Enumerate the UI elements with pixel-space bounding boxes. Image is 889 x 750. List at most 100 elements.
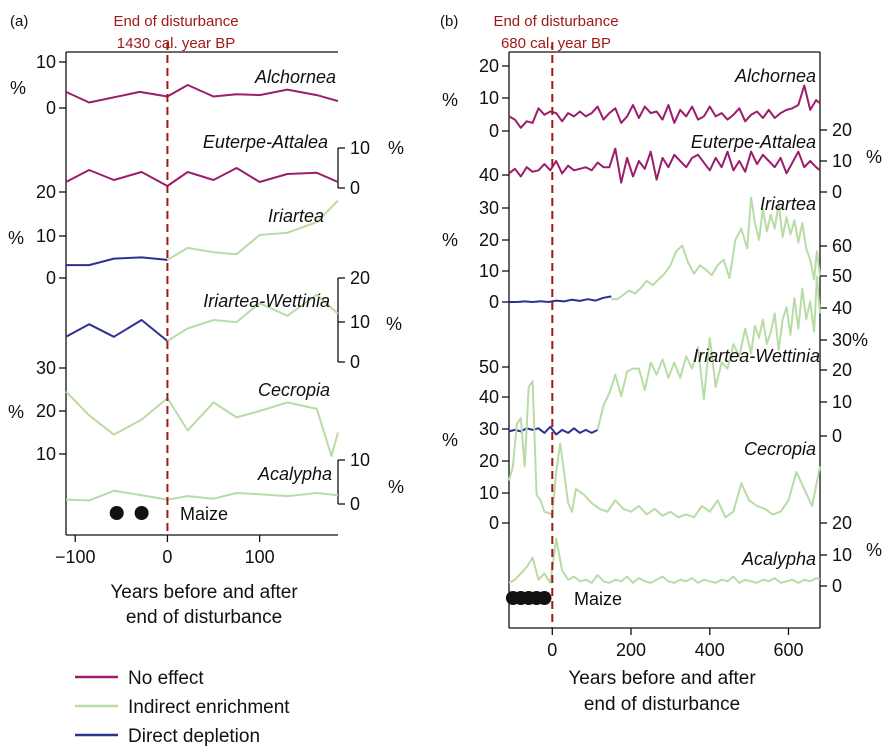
y-tick-label: 10 [479, 483, 499, 503]
y-tick-label: 30 [479, 198, 499, 218]
series-iriartea: 20 10 0% Iriartea [8, 182, 339, 288]
disturbance-date: 1430 cal. year BP [117, 35, 235, 52]
series-line-indirect-enrichment [508, 380, 821, 519]
y-tick-label: 40 [479, 387, 499, 407]
y-tick-label: 50 [479, 357, 499, 377]
y-tick-label: 10 [479, 88, 499, 108]
y-tick-label: 30 [36, 358, 56, 378]
y-tick-label: 10 [832, 545, 852, 565]
y-tick-label: 50 [832, 266, 852, 286]
y-tick-label: 30% [832, 330, 868, 350]
y-unit-label: % [8, 402, 24, 422]
y-tick-label: 10 [479, 261, 499, 281]
series-line-indirect-enrichment [65, 489, 339, 502]
y-tick-label: 10 [350, 312, 370, 332]
y-tick-label: 20 [832, 360, 852, 380]
x-tick-label: 0 [547, 640, 557, 660]
x-axis-title: end of disturbance [584, 694, 740, 715]
series-acalypha: 20 10 0% Acalypha [508, 513, 882, 596]
taxon-label: Acalypha [741, 549, 816, 569]
legend-label: No effect [128, 668, 204, 689]
y-tick-label: 0 [489, 121, 499, 141]
y-tick-label: 60 [832, 236, 852, 256]
series-line-direct-depletion [66, 256, 168, 267]
legend: No effect Indirect enrichment Direct deple… [75, 668, 290, 747]
series-euterpe-attalea: 20 10 0% Euterpe-Attalea [508, 120, 882, 202]
maize-dot [134, 506, 149, 520]
maize-dot [109, 506, 124, 520]
y-unit-label: % [386, 314, 402, 334]
series-line-no-effect [65, 167, 339, 187]
y-tick-label: 0 [46, 268, 56, 288]
series-cecropia: 50 40 30 20 10 0% Cecropia [442, 357, 821, 533]
disturbance-title: End of disturbance [493, 13, 618, 30]
x-tick-label: 400 [695, 640, 725, 660]
y-tick-label: 20 [479, 451, 499, 471]
y-tick-label: 0 [832, 426, 842, 446]
y-unit-label: % [388, 477, 404, 497]
panel-label: (a) [10, 13, 28, 30]
taxon-label: Acalypha [257, 464, 332, 484]
y-tick-label: 10 [36, 226, 56, 246]
x-axis-title: end of disturbance [126, 607, 282, 628]
y-tick-label: 0 [350, 352, 360, 372]
series-line-no-effect [65, 84, 339, 104]
y-tick-label: 40 [832, 298, 852, 318]
y-tick-label: 0 [350, 494, 360, 514]
series-line-indirect-enrichment [508, 537, 821, 584]
x-tick-label: 600 [773, 640, 803, 660]
series-line-direct-depletion [65, 319, 169, 342]
series-line-direct-depletion [508, 425, 599, 436]
series-alchornea: 10 0% Alchornea [10, 52, 339, 118]
series-line-direct-depletion [509, 295, 612, 303]
taxon-label: Alchornea [254, 67, 336, 87]
taxon-label: Iriartea-Wettinia [693, 346, 820, 366]
y-unit-label: % [866, 147, 882, 167]
series-line-indirect-enrichment [166, 199, 339, 261]
x-axis-title: Years before and after [110, 582, 298, 603]
y-tick-label: 20 [832, 513, 852, 533]
y-tick-label: 0 [832, 576, 842, 596]
y-tick-label: 0 [350, 178, 360, 198]
y-unit-label: % [442, 90, 458, 110]
legend-label: Indirect enrichment [128, 697, 290, 718]
series-euterpe-attalea: 10 0% Euterpe-Attalea [65, 132, 404, 198]
legend-label: Direct depletion [128, 726, 260, 747]
series-acalypha: 10 0% Acalypha [65, 450, 404, 514]
series-line-indirect-enrichment [596, 275, 821, 431]
series-line-indirect-enrichment [166, 293, 339, 342]
y-unit-label: % [866, 540, 882, 560]
series-line-indirect-enrichment [65, 390, 339, 458]
taxon-label: Alchornea [734, 66, 816, 86]
y-unit-label: % [442, 230, 458, 250]
series-line-no-effect [508, 147, 821, 184]
maize-label: Maize [574, 589, 622, 609]
x-tick-label: 100 [245, 547, 275, 567]
y-unit-label: % [8, 228, 24, 248]
x-tick-label: 200 [616, 640, 646, 660]
y-tick-label: 0 [46, 98, 56, 118]
y-tick-label: 0 [489, 292, 499, 312]
y-unit-label: % [442, 430, 458, 450]
taxon-label: Euterpe-Attalea [691, 132, 816, 152]
y-tick-label: 20 [832, 120, 852, 140]
maize-label: Maize [180, 504, 228, 524]
y-unit-label: % [388, 138, 404, 158]
disturbance-date: 680 cal. year BP [501, 35, 611, 52]
panel-label: (b) [440, 13, 458, 30]
y-tick-label: 10 [36, 52, 56, 72]
series-alchornea: 20 10 0% Alchornea [442, 56, 821, 141]
y-tick-label: 10 [832, 151, 852, 171]
series-line-indirect-enrichment [611, 196, 821, 301]
x-tick-label: −100 [55, 547, 96, 567]
taxon-label: Iriartea [268, 206, 324, 226]
x-tick-label: 0 [162, 547, 172, 567]
taxon-label: Cecropia [258, 380, 330, 400]
taxon-label: Euterpe-Attalea [203, 132, 328, 152]
y-tick-label: 0 [832, 182, 842, 202]
y-tick-label: 20 [479, 56, 499, 76]
taxon-label: Iriartea-Wettinia [203, 291, 330, 311]
y-tick-label: 30 [479, 419, 499, 439]
y-tick-label: 10 [350, 138, 370, 158]
y-tick-label: 0 [489, 513, 499, 533]
